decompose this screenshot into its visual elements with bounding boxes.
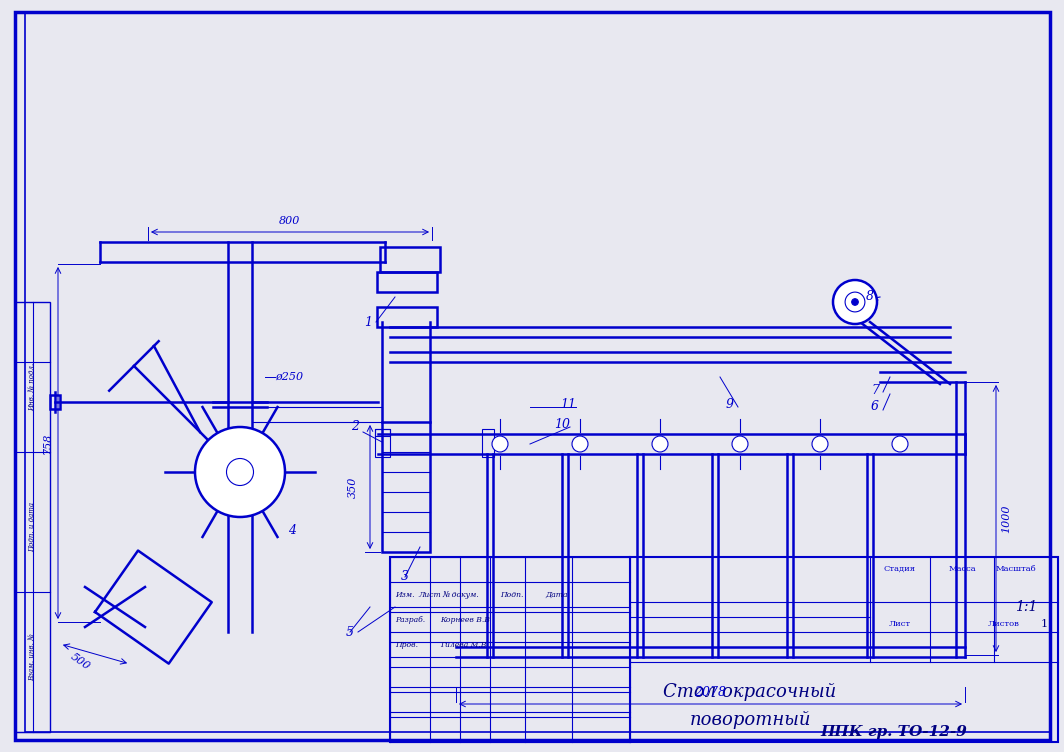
Text: 1:1: 1:1 [1015,600,1037,614]
Bar [15,302,50,732]
Text: Пров.: Пров. [395,641,418,649]
Text: Гилева М.В: Гилева М.В [440,641,486,649]
Text: 1000: 1000 [1001,505,1011,533]
Text: 8: 8 [866,290,874,304]
Text: Лист: Лист [888,620,911,628]
Text: ППК гр. ТО-12-9: ППК гр. ТО-12-9 [820,725,967,739]
Bar [390,557,1058,742]
Text: Подп. и дата: Подп. и дата [28,502,36,552]
Bar [482,429,494,457]
Text: поворотный: поворотный [689,711,811,729]
Text: 6: 6 [871,401,879,414]
Circle shape [732,436,748,452]
Text: Подп.: Подп. [500,591,523,599]
Text: 11: 11 [560,398,576,411]
Text: Масса: Масса [948,565,976,573]
Text: 2: 2 [351,420,359,433]
Bar [380,247,440,272]
Circle shape [572,436,588,452]
Bar [375,429,390,436]
Text: Корнеев В.В: Корнеев В.В [440,616,489,624]
Bar [377,272,437,292]
Text: Листов: Листов [988,620,1020,628]
Text: Стол окрасочный: Стол окрасочный [663,683,836,701]
Bar [252,407,382,422]
Circle shape [652,436,668,452]
Text: 800: 800 [280,216,301,226]
Text: 9: 9 [726,398,734,411]
Text: Изм.: Изм. [395,591,415,599]
Text: 1: 1 [364,316,372,329]
Bar [382,422,430,552]
Text: Взам. инв. №: Взам. инв. № [28,633,36,681]
Text: Дата: Дата [545,591,567,599]
Bar [377,307,437,327]
Circle shape [833,280,877,324]
Text: 5: 5 [346,626,354,638]
Text: 1: 1 [1041,619,1048,629]
Text: 500: 500 [68,651,92,672]
Text: 350: 350 [348,476,358,498]
Text: 10: 10 [554,417,570,430]
Circle shape [812,436,828,452]
Text: 3: 3 [401,571,409,584]
Text: № докум.: № докум. [442,591,479,599]
Circle shape [195,427,285,517]
Circle shape [892,436,908,452]
Bar [375,429,390,457]
Text: ø250: ø250 [275,372,303,382]
Text: Инв. № подл.: Инв. № подл. [28,363,36,411]
Circle shape [492,436,508,452]
Circle shape [851,299,859,305]
Text: 758: 758 [43,432,53,453]
Text: Масштаб: Масштаб [996,565,1036,573]
Text: Разраб.: Разраб. [395,616,426,624]
Text: 4: 4 [288,523,296,536]
Circle shape [845,292,865,312]
Text: 2078: 2078 [694,686,726,699]
Bar [50,395,60,409]
Circle shape [227,459,253,486]
Text: Лист: Лист [418,591,440,599]
Text: 7: 7 [871,384,879,396]
Text: Стадия: Стадия [884,565,916,573]
